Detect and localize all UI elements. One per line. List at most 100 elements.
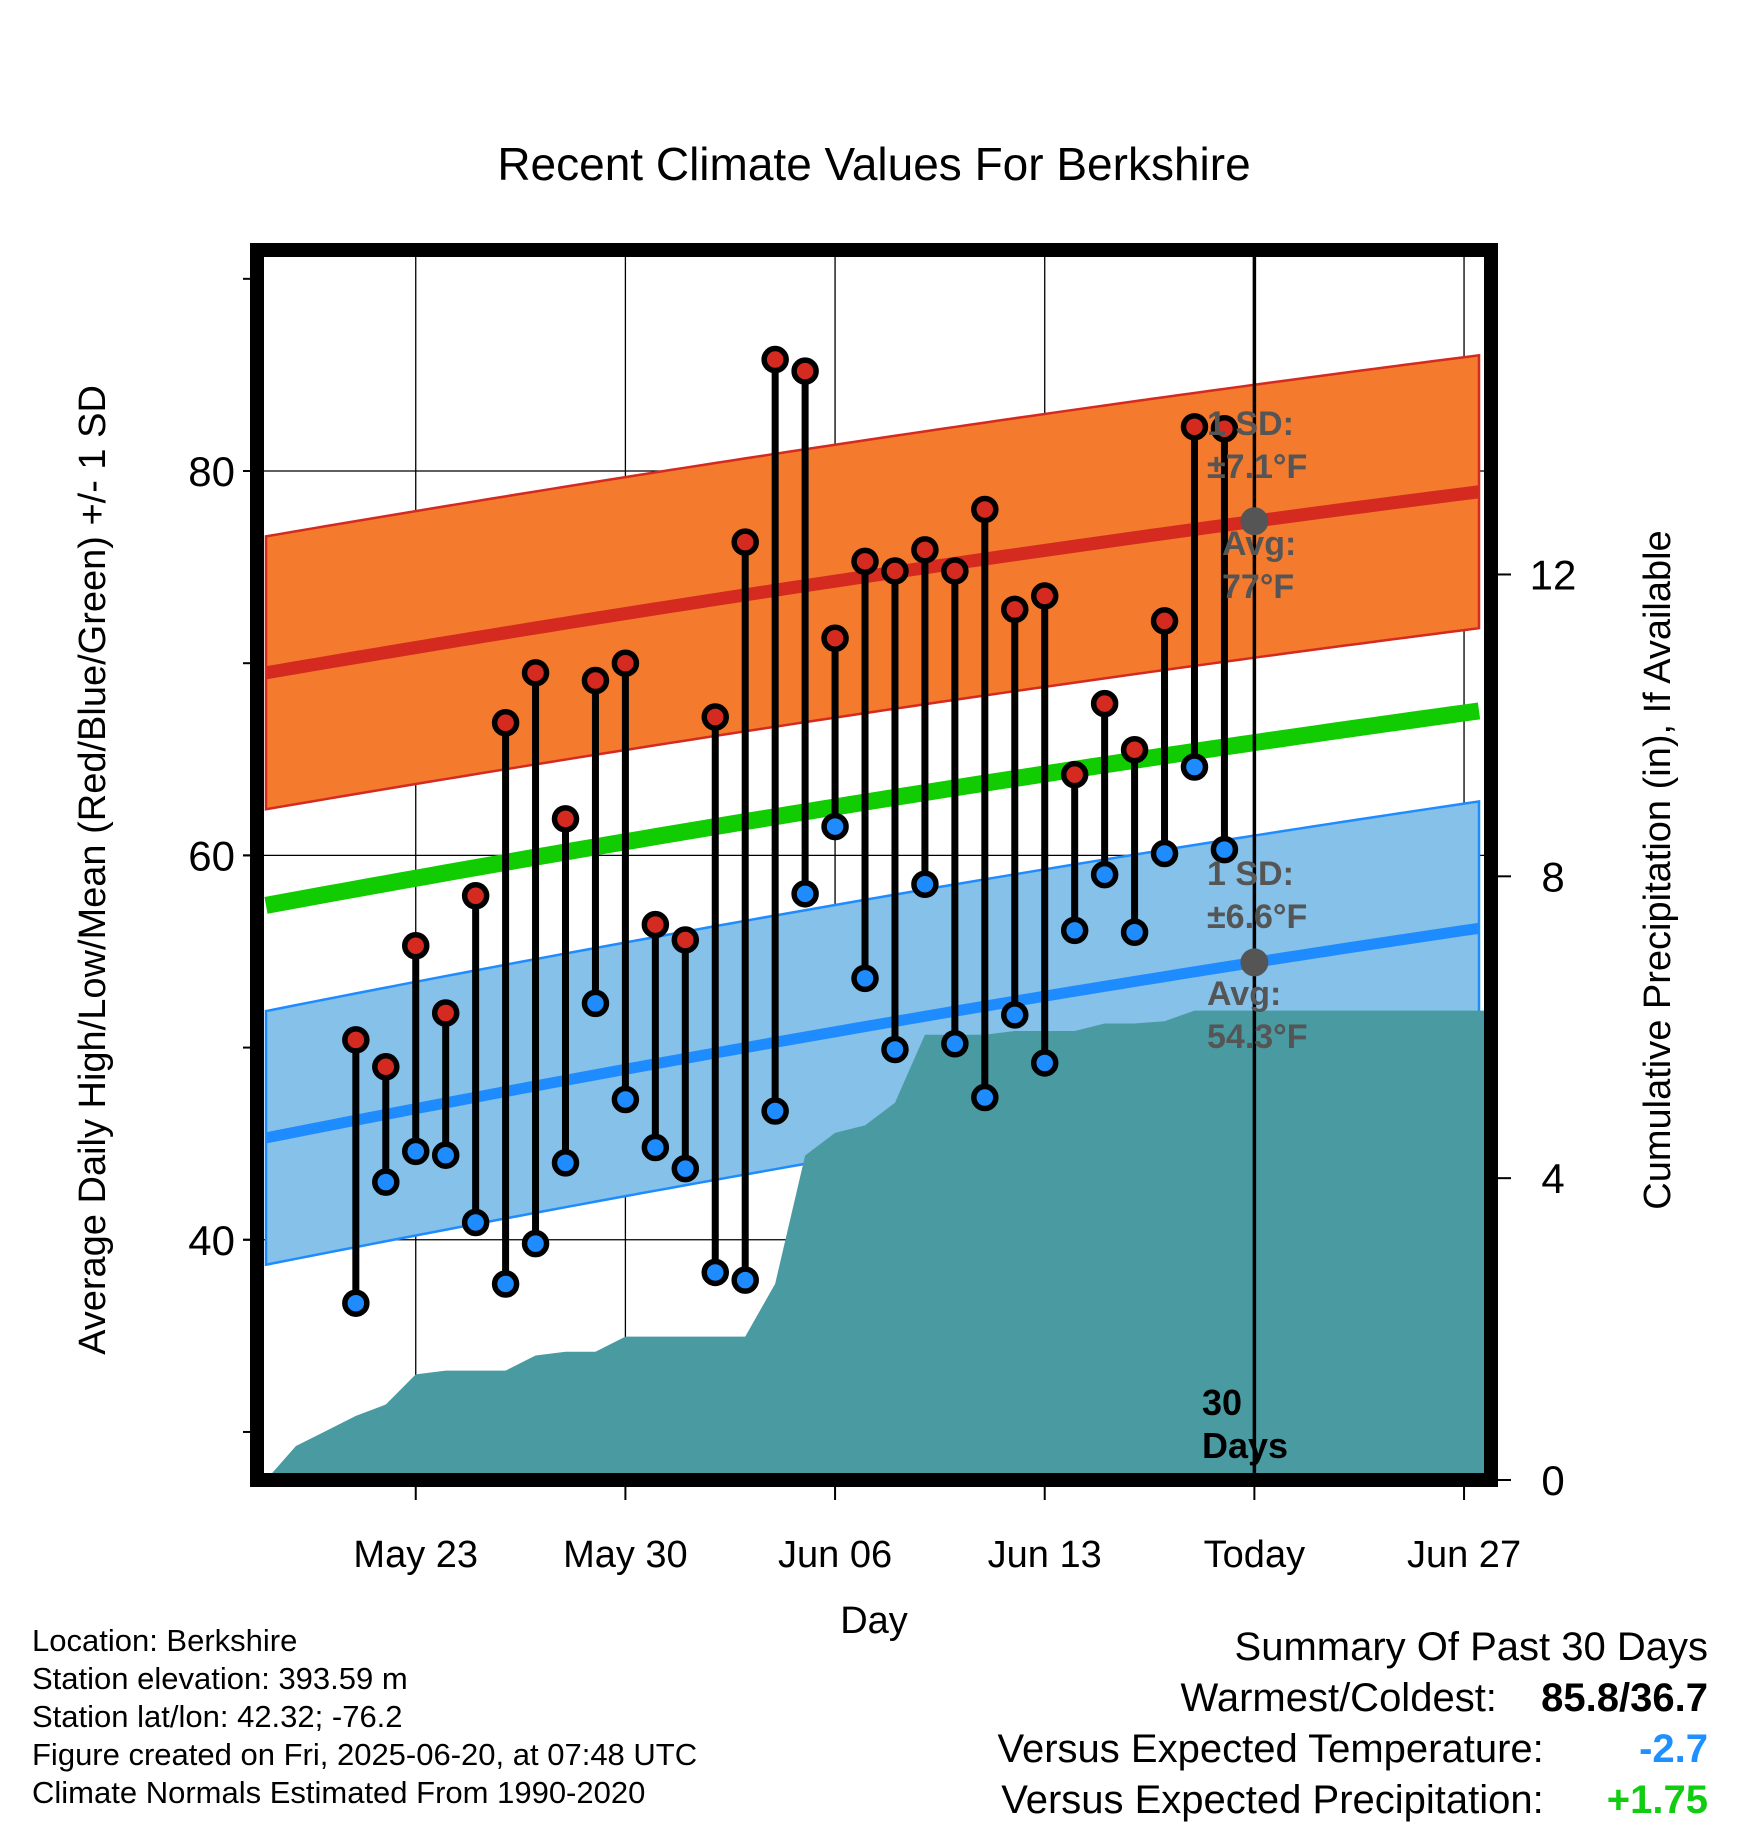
- mean-avg-line: [264, 702, 1481, 914]
- low-sd-value: ±6.6°F: [1207, 898, 1307, 936]
- daily-low-point: [941, 1029, 969, 1058]
- daily-low-point: [911, 870, 939, 898]
- daily-high-point: [521, 659, 550, 687]
- daily-low-point: [791, 880, 819, 908]
- daily-high-point: [491, 709, 520, 737]
- low-avg-label: Avg:: [1207, 975, 1281, 1013]
- high-avg-today-dot: [1240, 507, 1269, 536]
- plot-area: 1 SD: ±7.1°F Avg: 77°F 1 SD: ±6.6°F Avg: 54.3°F…: [188, 243, 1577, 1576]
- x-tick-label: Jun 06: [778, 1534, 892, 1576]
- daily-low-point: [461, 1208, 490, 1237]
- daily-high-point: [401, 931, 430, 960]
- daily-high-point: [941, 557, 969, 585]
- x-tick-label: May 23: [353, 1534, 478, 1576]
- daily-high-point: [1120, 735, 1149, 764]
- x-axis-label: Day: [840, 1600, 908, 1642]
- daily-high-point: [1150, 607, 1179, 635]
- daily-low-point: [491, 1270, 520, 1298]
- location-text: Location: Berkshire: [32, 1623, 298, 1658]
- days-label-number: 30: [1202, 1382, 1242, 1423]
- summary-precip: Versus Expected Precipitation: +1.75: [708, 1775, 1708, 1826]
- x-tick-label: Jun 13: [988, 1534, 1102, 1576]
- daily-low-point: [581, 989, 610, 1018]
- daily-low-point: [1030, 1049, 1059, 1077]
- daily-low-point: [372, 1168, 400, 1196]
- daily-high-point: [731, 528, 759, 556]
- daily-low-point: [731, 1266, 759, 1294]
- daily-high-point: [1030, 582, 1059, 610]
- high-sd-value: ±7.1°F: [1207, 448, 1307, 486]
- daily-high-point: [431, 999, 460, 1027]
- daily-high-point: [791, 357, 819, 385]
- daily-high-point: [761, 345, 789, 374]
- precip-value: +1.75: [1606, 1778, 1708, 1822]
- low-avg-line: [264, 922, 1480, 1144]
- station-info: Location: Berkshire Station elevation: 3…: [32, 1622, 697, 1812]
- y2-tick-label: 0: [1541, 1457, 1564, 1504]
- normals-text: Climate Normals Estimated From 1990-2020: [32, 1775, 646, 1810]
- y2-tick-label: 8: [1541, 853, 1564, 900]
- high-sd-label: 1 SD:: [1207, 405, 1294, 443]
- chart-title: Recent Climate Values For Berkshire: [497, 138, 1250, 190]
- y2-axis-label: Cumulative Precipitation (in), If Availa…: [1637, 530, 1679, 1209]
- warm-cold-label: Warmest/Coldest:: [1180, 1676, 1497, 1720]
- daily-high-point: [821, 624, 849, 652]
- summary-temp: Versus Expected Temperature: -2.7: [708, 1724, 1708, 1775]
- daily-low-point: [1120, 918, 1149, 947]
- daily-high-point: [1060, 760, 1089, 789]
- daily-low-point: [551, 1149, 580, 1177]
- summary-panel: Summary Of Past 30 Days Warmest/Coldest:…: [708, 1622, 1708, 1826]
- high-avg-line: [264, 485, 1480, 680]
- days-label-text: Days: [1202, 1425, 1288, 1466]
- daily-high-point: [581, 666, 610, 695]
- plot-frame: [250, 243, 1498, 1487]
- x-tick-label: Today: [1204, 1534, 1305, 1576]
- daily-high-point: [971, 495, 999, 524]
- daily-high-point: [881, 557, 909, 585]
- daily-high-point: [1090, 689, 1119, 718]
- daily-low-point: [881, 1035, 909, 1064]
- daily-high-point: [671, 926, 700, 954]
- daily-low-point: [641, 1133, 670, 1162]
- daily-high-point: [611, 649, 640, 677]
- y-tick-label: 40: [188, 1217, 235, 1264]
- daily-low-point: [1150, 839, 1179, 868]
- daily-low-point: [851, 964, 879, 993]
- daily-low-point: [1180, 753, 1209, 781]
- daily-high-point: [461, 882, 490, 910]
- daily-low-point: [1090, 860, 1119, 889]
- high-avg-label: Avg:: [1222, 525, 1296, 563]
- summary-title: Summary Of Past 30 Days: [1234, 1625, 1708, 1669]
- daily-high-point: [1180, 413, 1209, 441]
- daily-low-point: [401, 1137, 430, 1166]
- created-text: Figure created on Fri, 2025-06-20, at 07…: [32, 1737, 698, 1772]
- daily-low-point: [821, 812, 849, 841]
- daily-high-point: [1001, 595, 1029, 624]
- daily-low-point: [611, 1085, 640, 1114]
- daily-high-point: [911, 536, 939, 564]
- warm-cold-value: 85.8/36.7: [1541, 1676, 1708, 1720]
- y2-tick-label: 12: [1530, 551, 1577, 598]
- daily-low-point: [701, 1258, 730, 1287]
- daily-low-point: [521, 1229, 550, 1258]
- daily-low-point: [671, 1154, 700, 1183]
- summary-warm-cold: Warmest/Coldest: 85.8/36.7: [708, 1673, 1708, 1724]
- y-axis-label: Average Daily High/Low/Mean (Red/Blue/Gr…: [72, 385, 114, 1355]
- daily-high-point: [1210, 414, 1239, 443]
- y-tick-label: 80: [188, 448, 235, 495]
- high-avg-value: 77°F: [1222, 568, 1294, 606]
- y2-tick-label: 4: [1541, 1155, 1564, 1202]
- daily-high-point: [372, 1053, 400, 1081]
- daily-high-point: [342, 1026, 370, 1054]
- latlon-text: Station lat/lon: 42.32; -76.2: [32, 1699, 403, 1734]
- precip-area: [265, 1010, 1491, 1480]
- daily-high-point: [701, 703, 730, 731]
- daily-low-point: [1210, 835, 1239, 864]
- x-tick-label: Jun 27: [1407, 1534, 1521, 1576]
- temp-value: -2.7: [1639, 1727, 1708, 1771]
- daily-low-point: [431, 1141, 460, 1169]
- daily-low-point: [342, 1289, 370, 1317]
- low-sd-label: 1 SD:: [1207, 855, 1294, 893]
- daily-low-point: [1001, 1001, 1029, 1029]
